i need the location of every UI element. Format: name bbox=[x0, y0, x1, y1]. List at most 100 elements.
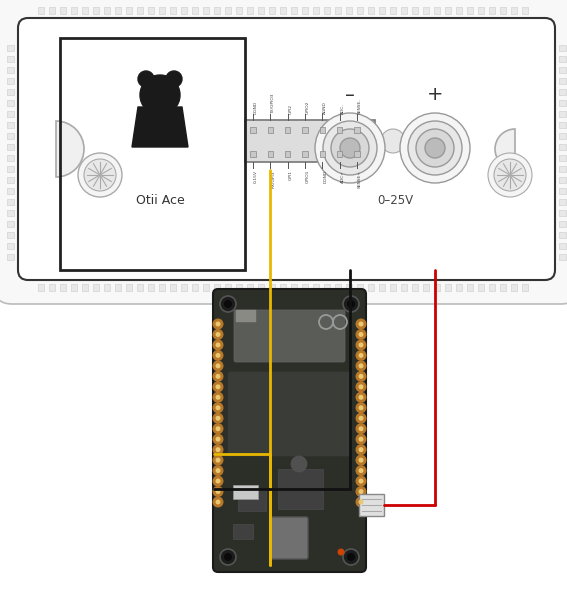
Bar bbox=[559, 199, 566, 205]
Bar bbox=[250, 128, 256, 133]
Bar bbox=[115, 284, 121, 291]
Circle shape bbox=[400, 113, 470, 183]
Circle shape bbox=[213, 465, 223, 476]
Bar bbox=[434, 7, 440, 14]
Bar bbox=[115, 7, 121, 14]
Bar bbox=[445, 7, 451, 14]
Bar bbox=[7, 254, 14, 260]
Bar bbox=[181, 7, 187, 14]
Bar bbox=[359, 494, 384, 516]
Bar bbox=[423, 284, 429, 291]
Bar bbox=[291, 7, 297, 14]
Bar bbox=[559, 254, 566, 260]
Bar bbox=[280, 284, 286, 291]
Bar bbox=[357, 284, 363, 291]
Circle shape bbox=[358, 458, 363, 463]
Bar bbox=[500, 7, 506, 14]
Circle shape bbox=[347, 553, 355, 561]
Circle shape bbox=[213, 360, 223, 371]
Circle shape bbox=[358, 405, 363, 410]
Bar bbox=[148, 284, 154, 291]
Bar bbox=[126, 7, 132, 14]
Circle shape bbox=[215, 384, 221, 389]
Bar bbox=[559, 133, 566, 139]
Bar bbox=[137, 284, 143, 291]
Bar bbox=[559, 210, 566, 216]
FancyBboxPatch shape bbox=[213, 289, 366, 572]
Bar bbox=[49, 284, 55, 291]
Bar bbox=[511, 7, 517, 14]
Bar bbox=[320, 128, 325, 133]
Circle shape bbox=[213, 444, 223, 455]
Text: 0-15V: 0-15V bbox=[254, 170, 258, 183]
Bar bbox=[559, 56, 566, 62]
Circle shape bbox=[78, 153, 122, 197]
Circle shape bbox=[358, 343, 363, 348]
Circle shape bbox=[215, 395, 221, 400]
Text: Otii Ace: Otii Ace bbox=[136, 194, 184, 207]
Bar bbox=[511, 284, 517, 291]
Bar bbox=[192, 284, 198, 291]
Circle shape bbox=[408, 121, 462, 175]
Text: –: – bbox=[345, 85, 355, 104]
Circle shape bbox=[488, 153, 532, 197]
Bar bbox=[445, 284, 451, 291]
Bar bbox=[559, 221, 566, 227]
Bar bbox=[346, 284, 352, 291]
FancyBboxPatch shape bbox=[270, 517, 308, 559]
Bar bbox=[7, 177, 14, 183]
Bar bbox=[137, 7, 143, 14]
Bar bbox=[559, 144, 566, 150]
Bar bbox=[559, 232, 566, 238]
Circle shape bbox=[356, 350, 366, 361]
Bar bbox=[82, 284, 88, 291]
Bar bbox=[7, 210, 14, 216]
Bar bbox=[148, 7, 154, 14]
Circle shape bbox=[213, 392, 223, 403]
Bar bbox=[7, 89, 14, 95]
Bar bbox=[181, 284, 187, 291]
FancyBboxPatch shape bbox=[234, 310, 345, 362]
Circle shape bbox=[340, 138, 360, 158]
Bar bbox=[320, 151, 325, 157]
Wedge shape bbox=[56, 121, 84, 177]
Bar bbox=[7, 67, 14, 73]
Bar bbox=[247, 284, 253, 291]
Circle shape bbox=[356, 444, 366, 455]
Circle shape bbox=[356, 455, 366, 466]
Text: DGND: DGND bbox=[323, 170, 327, 183]
Circle shape bbox=[215, 458, 221, 463]
Circle shape bbox=[213, 497, 223, 508]
Bar bbox=[302, 284, 308, 291]
Circle shape bbox=[224, 553, 232, 561]
Bar bbox=[7, 243, 14, 249]
Circle shape bbox=[215, 500, 221, 504]
Bar bbox=[337, 151, 342, 157]
Circle shape bbox=[215, 374, 221, 379]
Circle shape bbox=[356, 413, 366, 424]
Bar bbox=[559, 100, 566, 106]
Circle shape bbox=[224, 300, 232, 308]
Circle shape bbox=[358, 447, 363, 452]
Bar bbox=[467, 284, 473, 291]
Bar bbox=[7, 122, 14, 128]
Bar bbox=[285, 151, 290, 157]
Circle shape bbox=[315, 113, 385, 183]
Bar bbox=[7, 111, 14, 117]
Circle shape bbox=[215, 426, 221, 431]
FancyBboxPatch shape bbox=[0, 0, 567, 304]
FancyBboxPatch shape bbox=[228, 372, 351, 456]
Bar bbox=[412, 7, 418, 14]
Circle shape bbox=[425, 138, 445, 158]
Text: SENSE+: SENSE+ bbox=[358, 170, 362, 188]
Text: ADC+: ADC+ bbox=[341, 170, 345, 183]
Bar bbox=[7, 78, 14, 84]
Text: GPI1: GPI1 bbox=[289, 170, 293, 180]
Bar bbox=[291, 284, 297, 291]
Circle shape bbox=[215, 447, 221, 452]
Text: TX/GPIO3: TX/GPIO3 bbox=[272, 94, 276, 114]
Circle shape bbox=[215, 343, 221, 348]
Bar bbox=[559, 155, 566, 161]
Circle shape bbox=[213, 486, 223, 497]
Bar bbox=[379, 7, 385, 14]
